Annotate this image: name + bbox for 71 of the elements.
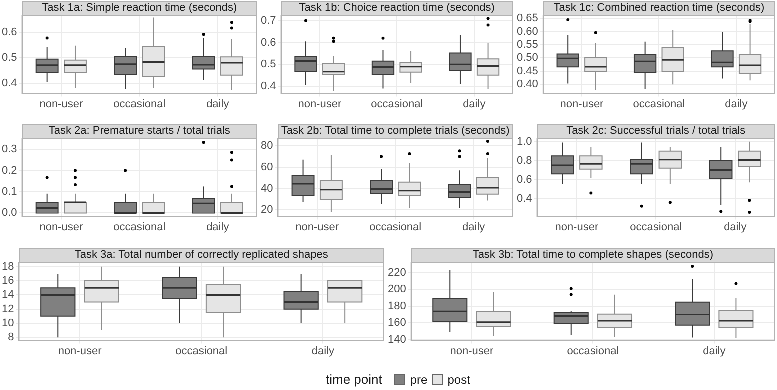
chart-title: Task 1b: Choice reaction time (seconds) [281,1,513,16]
y-tick-label: 0.4 [516,192,532,205]
x-tick-label: non-user [450,345,494,358]
y-tick-label: 140 [388,334,406,346]
x-tick-label: non-user [40,98,84,110]
y-tick-label: 0.6 [260,36,276,49]
x-tick-label: occasional [371,98,424,110]
x-tick-label: daily [462,221,486,234]
x-tick-label: daily [312,345,336,358]
y-tick-label: 0.40 [516,78,538,91]
y-tick-label: 20 [260,204,274,216]
chart-title: Task 1c: Combined reaction time (seconds) [543,1,775,16]
y-tick-label: 16 [2,275,14,288]
y-tick-label: 0.45 [516,65,538,78]
x-tick-label: non-user [298,98,342,110]
y-tick-label: 1.0 [516,136,532,148]
y-tick-label: 8 [8,332,14,344]
y-tick-label: 0.7 [260,14,276,27]
y-tick-label: 0.4 [260,80,276,93]
chart-title: Task 2b: Total time to complete trials (seconds) [278,124,513,139]
x-tick-label: non-user [40,221,84,234]
legend-title: time point [326,372,382,387]
y-tick-label: 200 [388,284,406,296]
y-tick-label: 60 [260,161,274,174]
x-tick-label: non-user [296,221,340,234]
y-tick-label: 10 [2,318,14,330]
y-tick-label: 0.55 [516,39,538,52]
y-tick-label: 80 [260,140,274,152]
x-tick-label: occasional [114,221,166,234]
chart-title: Task 1a: Simple reaction time (seconds) [22,1,257,16]
chart-title: Task 2c: Successful trials / total trials [537,124,775,139]
y-tick-label: 0.8 [516,154,532,167]
x-tick-label: occasional [370,221,422,234]
x-tick-label: occasional [630,221,682,234]
y-tick-label: 12 [2,303,14,316]
x-tick-label: daily [703,345,726,358]
x-tick-label: non-user [58,345,102,358]
y-tick-label: 0.5 [2,52,18,64]
x-tick-label: daily [724,221,748,234]
y-tick-label: 0.3 [2,144,18,156]
x-tick-label: occasional [633,98,686,110]
y-tick-label: 14 [2,289,14,302]
y-tick-label: 0.60 [516,26,538,38]
chart-title: Task 2a: Premature starts / total trials [22,124,257,139]
y-tick-label: 0.0 [2,207,18,220]
y-tick-label: 18 [2,260,14,273]
y-tick-label: 40 [260,182,274,195]
y-tick-label: 0.6 [516,174,532,186]
x-tick-label: daily [463,98,486,110]
x-tick-label: occasional [567,345,620,358]
y-tick-label: 180 [388,300,406,312]
chart-title: Task 3a: Total number of correctly replicated shapes [19,248,384,263]
y-tick-label: 0.50 [516,52,538,64]
x-tick-label: daily [206,221,230,234]
y-tick-label: 0.5 [260,58,276,71]
y-tick-label: 0.6 [2,26,18,39]
x-tick-label: occasional [114,98,166,110]
y-tick-label: 0.4 [2,78,18,90]
y-tick-label: 0.1 [2,186,18,198]
y-tick-label: 0.2 [2,164,18,177]
legend-label: pre [410,372,428,386]
x-tick-label: daily [206,98,230,110]
y-tick-label: 0.65 [516,12,538,25]
x-tick-label: non-user [560,98,604,110]
legend-label: post [448,372,470,386]
y-tick-label: 160 [388,317,406,330]
x-tick-label: non-user [555,221,599,234]
chart-title: Task 3b: Total time to complete shapes (seconds) [411,248,775,263]
y-tick-label: 220 [388,266,406,279]
x-tick-label: daily [725,98,748,110]
x-tick-label: occasional [176,345,228,358]
